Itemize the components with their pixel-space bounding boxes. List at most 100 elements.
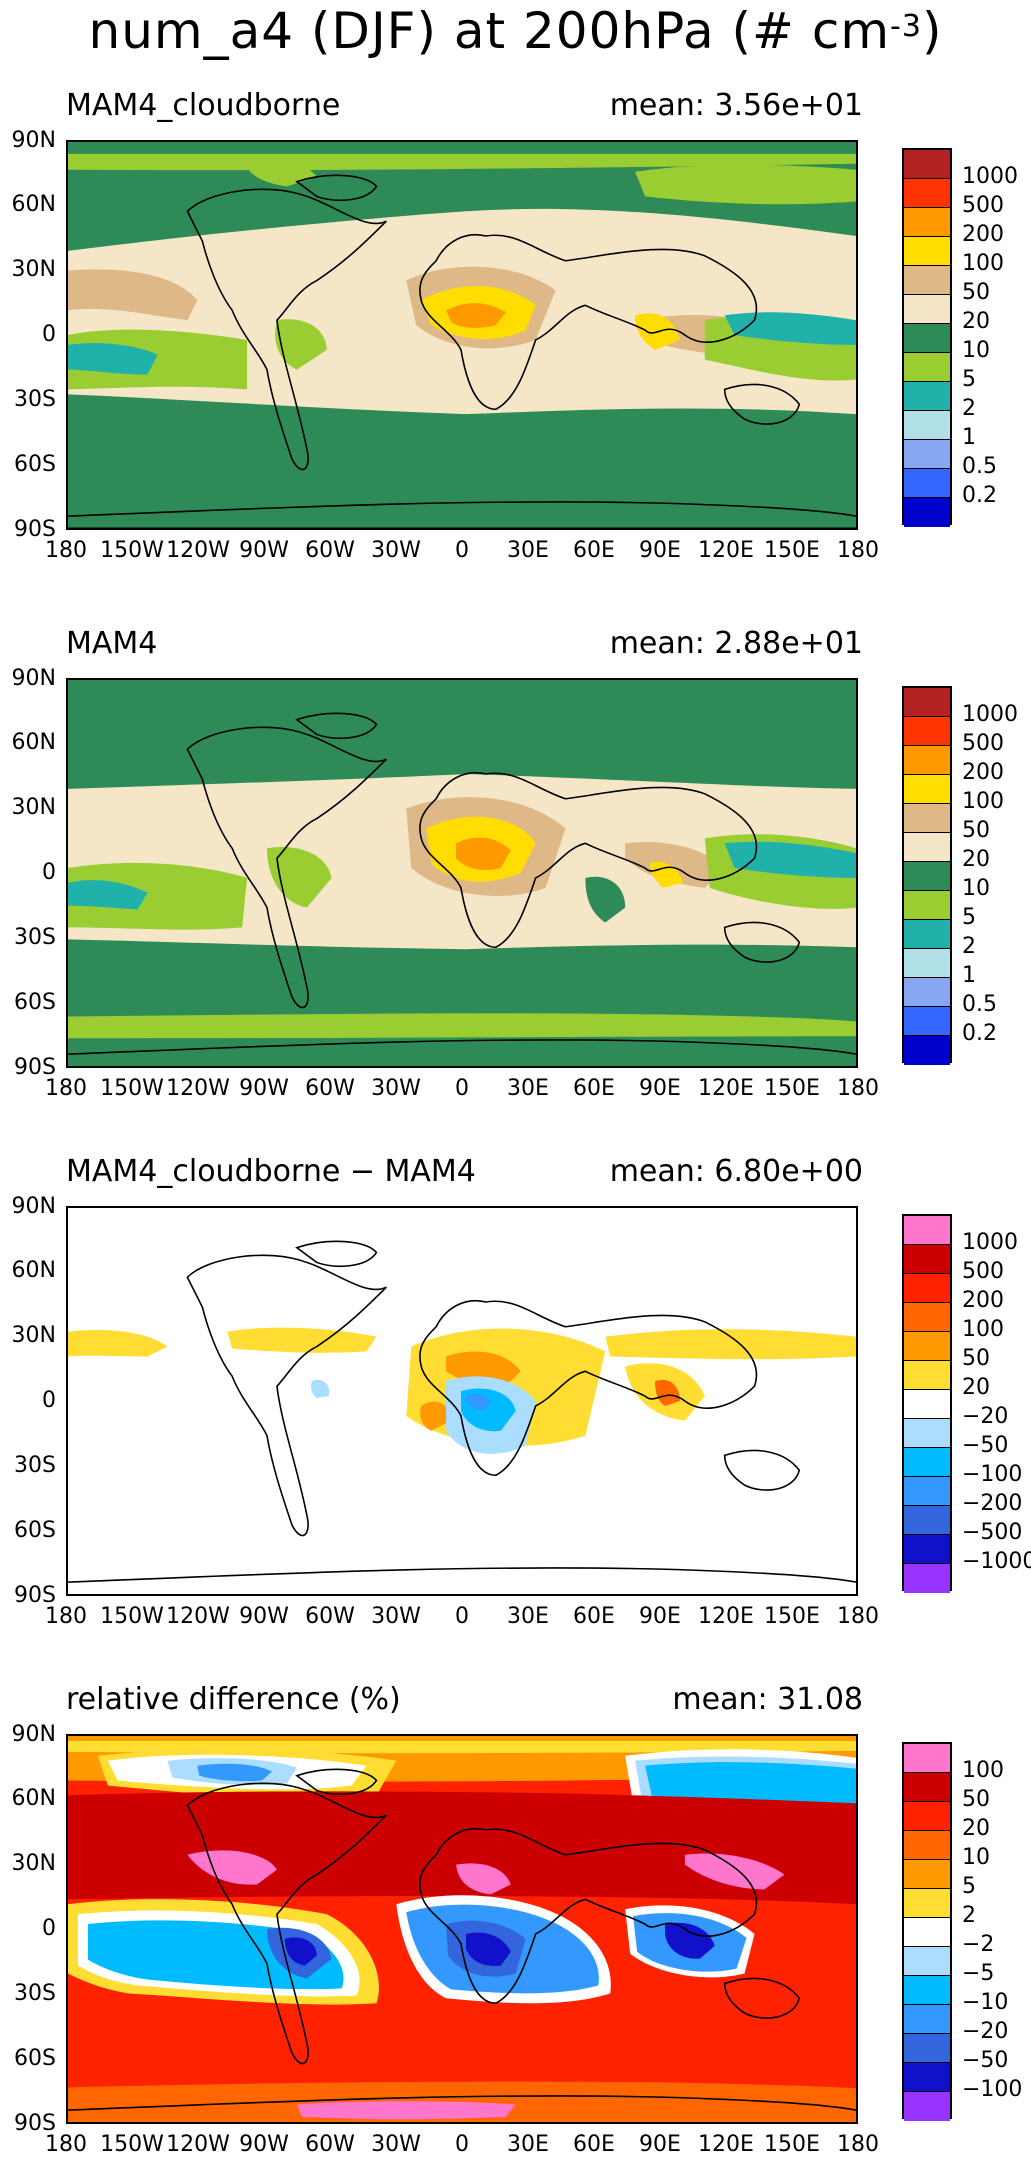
colorbar-swatch [904,1506,950,1535]
colorbar-swatch [904,949,950,978]
colorbar [902,1214,952,1593]
map-plot [66,1206,858,1596]
colorbar-swatch [904,1361,950,1390]
colorbar-swatch [904,2005,950,2034]
colorbar-label: 0.2 [962,483,997,508]
map-fill [68,1736,856,2122]
figure-title: num_a4 (DJF) at 200hPa (# cm-3) [88,2,943,60]
colorbar-swatch [904,1802,950,1831]
lat-label: 30S [14,925,56,950]
lon-label: 120W [166,2132,230,2157]
lon-label: 180 [45,1604,87,1629]
lat-label: 90N [11,128,56,153]
colorbar-label: 20 [962,1375,990,1400]
map-plot [66,140,858,530]
lat-label: 60N [11,1786,56,1811]
lat-label: 60N [11,192,56,217]
panel-title: relative difference (%) [66,1682,401,1717]
colorbar-swatch [904,891,950,920]
colorbar-label: −2 [962,1932,995,1957]
map-fill [68,1208,856,1594]
lat-label: 30S [14,387,56,412]
colorbar-swatch [904,1918,950,1947]
lon-label: 150E [764,1604,820,1629]
colorbar-swatch [904,1216,950,1245]
colorbar-swatch [904,440,950,469]
colorbar-label: −50 [962,2048,1009,2073]
lat-label: 30N [11,795,56,820]
lon-label: 150E [764,1076,820,1101]
colorbar-label: 0.5 [962,992,997,1017]
lon-label: 30E [507,1076,549,1101]
lat-label: 0 [42,322,56,347]
panel-difference: MAM4_cloudborne − MAM4 mean: 6.80e+00 [0,1154,1031,1654]
colorbar-swatch [904,775,950,804]
colorbar-swatch [904,1448,950,1477]
lat-label: 90S [14,2111,56,2136]
lat-label: 60S [14,452,56,477]
lon-label: 150E [764,2132,820,2157]
lon-label: 30W [371,1604,421,1629]
lat-label: 60N [11,1258,56,1283]
lon-label: 0 [455,1076,469,1101]
colorbar-swatch [904,1419,950,1448]
colorbar-swatch [904,2034,950,2063]
colorbar-swatch [904,1245,950,1274]
colorbar-label: 500 [962,731,1004,756]
colorbar-swatch [904,1303,950,1332]
colorbar-label: 200 [962,760,1004,785]
lon-label: 30W [371,538,421,563]
lon-label: 150W [100,1604,164,1629]
colorbar-label: 2 [962,396,976,421]
colorbar-label: 1 [962,963,976,988]
lon-label: 150W [100,2132,164,2157]
lon-label: 150W [100,538,164,563]
colorbar-swatch [904,1889,950,1918]
colorbar-swatch [904,237,950,266]
colorbar-swatch [904,179,950,208]
colorbar-swatch [904,266,950,295]
lon-label: 90W [239,538,289,563]
colorbar-label: 20 [962,1816,990,1841]
colorbar-label: −10 [962,1990,1009,2015]
lon-label: 60E [573,1076,615,1101]
colorbar-swatch [904,1564,950,1593]
colorbar-label: −5 [962,1961,995,1986]
panel-mean: mean: 31.08 [672,1682,863,1717]
colorbar-swatch [904,920,950,949]
lon-label: 0 [455,2132,469,2157]
colorbar-label: −1000 [962,1549,1031,1574]
lon-label: 60E [573,2132,615,2157]
lon-label: 180 [45,538,87,563]
lon-label: 90W [239,2132,289,2157]
colorbar-swatch [904,1390,950,1419]
colorbar-label: −20 [962,2019,1009,2044]
lon-label: 90E [639,1076,681,1101]
colorbar-swatch [904,1535,950,1564]
colorbar-label: 10 [962,338,990,363]
lon-label: 180 [45,1076,87,1101]
colorbar-swatch [904,150,950,179]
colorbar-swatch [904,978,950,1007]
lon-label: 90E [639,2132,681,2157]
lon-label: 60W [305,538,355,563]
lat-label: 60S [14,2046,56,2071]
lon-label: 60W [305,1076,355,1101]
colorbar-swatch [904,382,950,411]
lon-label: 120E [698,1076,754,1101]
lat-label: 90N [11,1194,56,1219]
lon-label: 180 [837,538,879,563]
lat-label: 30S [14,1453,56,1478]
panel-cloudborne: MAM4_cloudborne mean: 3.56e+01 [0,88,1031,588]
colorbar-label: 100 [962,1317,1004,1342]
lat-label: 0 [42,1388,56,1413]
panel-mean: mean: 2.88e+01 [609,626,863,661]
lon-label: 60W [305,1604,355,1629]
colorbar-label: 50 [962,1346,990,1371]
lon-label: 30E [507,2132,549,2157]
lon-label: 180 [837,1604,879,1629]
lon-label: 120E [698,538,754,563]
lon-label: 120W [166,1604,230,1629]
lat-label: 0 [42,1916,56,1941]
lat-label: 0 [42,860,56,885]
